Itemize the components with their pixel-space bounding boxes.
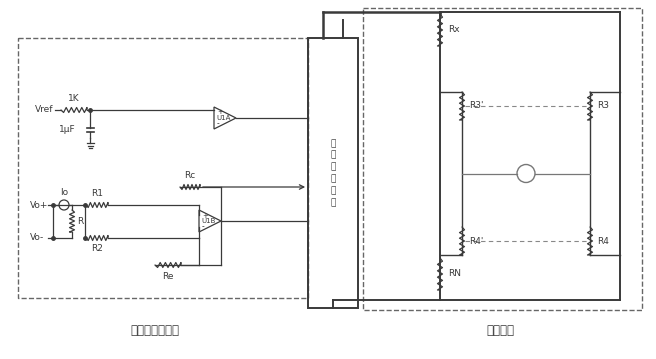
Text: +: + [202,213,208,219]
Text: R3': R3' [469,102,483,111]
Text: R2: R2 [91,244,103,253]
Text: -: - [217,119,220,128]
Text: R4: R4 [597,237,609,246]
Text: RN: RN [448,270,461,279]
Text: Vo+: Vo+ [30,200,49,210]
Bar [308,38,358,308]
Text: R: R [77,216,83,225]
Text: 电
流
控
制
单
元: 电 流 控 制 单 元 [331,139,336,207]
Text: 1μF: 1μF [60,126,76,135]
Text: +: + [217,109,223,116]
Text: R1: R1 [91,189,103,198]
Text: Rc: Rc [184,171,195,180]
Text: 1K: 1K [68,94,80,103]
Text: R4': R4' [469,237,483,246]
Text: Vo-: Vo- [30,233,44,242]
Text: Vref: Vref [35,106,54,115]
Text: U1A: U1A [217,115,231,121]
Text: -: - [202,222,205,231]
Text: Rx: Rx [448,25,460,34]
Text: Io: Io [60,188,68,197]
Text: 恒流源控制模块: 恒流源控制模块 [131,323,180,336]
Text: R3: R3 [597,102,609,111]
Text: Re: Re [162,272,174,281]
Text: U1B: U1B [202,218,216,224]
Text: 测量电桥: 测量电桥 [486,323,514,336]
